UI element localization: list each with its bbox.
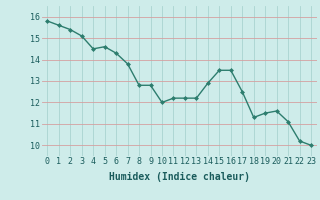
X-axis label: Humidex (Indice chaleur): Humidex (Indice chaleur) [109, 172, 250, 182]
